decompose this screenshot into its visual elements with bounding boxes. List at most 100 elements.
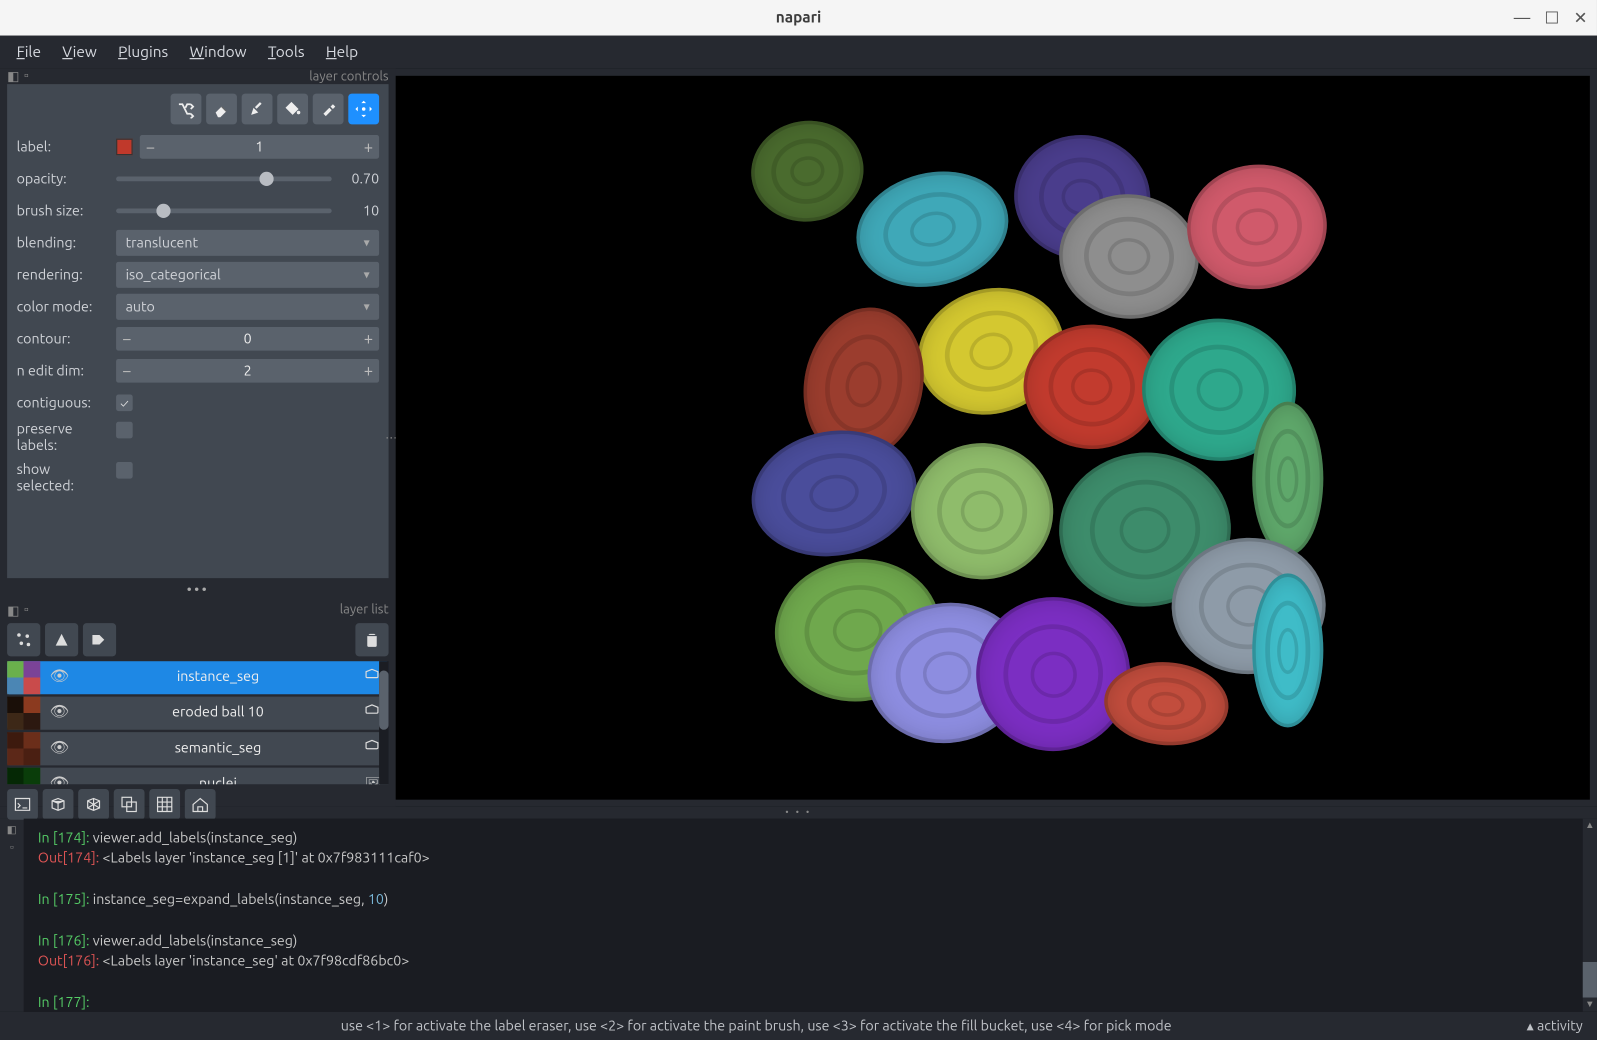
activity-button[interactable]: ▴ activity bbox=[1527, 1018, 1583, 1035]
opacity-value: 0.70 bbox=[339, 171, 379, 186]
brush-size-slider[interactable] bbox=[116, 209, 332, 214]
segmented-blob bbox=[1252, 402, 1323, 556]
label-color-swatch[interactable] bbox=[116, 139, 133, 156]
menu-window[interactable]: Window bbox=[190, 44, 247, 61]
segmented-blob bbox=[1181, 158, 1333, 296]
controls-resize-handle[interactable]: ••• bbox=[0, 578, 396, 603]
dock-close-icon[interactable]: ▫ bbox=[24, 602, 29, 617]
opacity-slider[interactable] bbox=[116, 177, 332, 182]
rendering-label: rendering: bbox=[17, 267, 109, 282]
contiguous-check[interactable]: ✓ bbox=[116, 395, 133, 412]
layer-thumbnail bbox=[7, 732, 40, 765]
shuffle-tool-button[interactable] bbox=[171, 94, 202, 125]
layer-name: semantic_seg bbox=[78, 741, 358, 756]
roll-button[interactable] bbox=[78, 788, 109, 819]
neditdim-value: 2 bbox=[137, 363, 357, 378]
label-decrement[interactable]: − bbox=[140, 136, 161, 157]
layer-item[interactable]: 👁 semantic_seg bbox=[7, 732, 388, 765]
paint-tool-button[interactable] bbox=[242, 94, 273, 125]
layer-item[interactable]: 👁eroded ball 10 bbox=[7, 696, 388, 729]
layer-thumbnail bbox=[7, 661, 40, 694]
ndisplay-button[interactable] bbox=[43, 788, 74, 819]
menu-tools[interactable]: Tools bbox=[268, 44, 305, 61]
menubar: File View Plugins Window Tools Help bbox=[0, 36, 1597, 69]
console-line bbox=[38, 869, 1583, 890]
console-button[interactable] bbox=[7, 788, 38, 819]
contour-spinner[interactable]: − 0 + bbox=[116, 327, 379, 351]
contiguous-label: contiguous: bbox=[17, 395, 109, 410]
erase-tool-button[interactable] bbox=[206, 94, 237, 125]
neditdim-spinner[interactable]: − 2 + bbox=[116, 359, 379, 383]
menu-file[interactable]: File bbox=[17, 44, 41, 61]
preserve-label: preserve labels: bbox=[17, 422, 109, 456]
label-label: label: bbox=[17, 139, 109, 154]
console-line bbox=[38, 972, 1583, 993]
console-line: In [176]: viewer.add_labels(instance_seg… bbox=[38, 931, 1583, 952]
fill-tool-button[interactable] bbox=[277, 94, 308, 125]
preserve-check[interactable] bbox=[116, 422, 133, 439]
console-scrollbar[interactable]: ▲ ▼ bbox=[1583, 819, 1597, 1012]
grid-button[interactable] bbox=[149, 788, 180, 819]
layer-list: 👁instance_seg👁eroded ball 10👁semantic_se… bbox=[7, 661, 388, 784]
menu-plugins[interactable]: Plugins bbox=[118, 44, 168, 61]
transpose-button[interactable] bbox=[114, 788, 145, 819]
layer-controls-title: layer controls bbox=[309, 69, 388, 83]
menu-view[interactable]: View bbox=[62, 44, 96, 61]
status-message: use <1> for activate the label eraser, u… bbox=[14, 1018, 1498, 1033]
layer-item[interactable]: 👁instance_seg bbox=[7, 661, 388, 694]
minimize-button[interactable]: — bbox=[1514, 9, 1531, 26]
dock-close-icon[interactable]: ▫ bbox=[24, 69, 29, 84]
label-increment[interactable]: + bbox=[358, 136, 379, 157]
segmented-blob bbox=[1252, 573, 1323, 727]
blending-combo[interactable]: translucent bbox=[116, 230, 379, 256]
layer-thumbnail bbox=[7, 696, 40, 729]
neditdim-label: n edit dim: bbox=[17, 363, 109, 378]
visibility-toggle[interactable]: 👁 bbox=[47, 775, 71, 784]
neditdim-increment[interactable]: + bbox=[358, 360, 379, 381]
console-dock-close-icon[interactable]: ▫ bbox=[10, 841, 14, 853]
pan-zoom-tool-button[interactable] bbox=[348, 94, 379, 125]
menu-help[interactable]: Help bbox=[326, 44, 358, 61]
layer-controls: label: − 1 + opacity: 0.70 brush size: bbox=[7, 84, 388, 578]
segmented-blob bbox=[909, 441, 1056, 582]
dock-float-icon[interactable]: ◧ bbox=[7, 602, 19, 617]
console-line bbox=[38, 911, 1583, 932]
ipython-console[interactable]: In [174]: viewer.add_labels(instance_seg… bbox=[24, 819, 1597, 1012]
console-line: In [177]: bbox=[38, 993, 1583, 1012]
new-points-button[interactable] bbox=[7, 623, 40, 656]
segmented-blob bbox=[745, 113, 870, 228]
label-spinner[interactable]: − 1 + bbox=[140, 135, 379, 159]
colormode-combo[interactable]: auto bbox=[116, 294, 379, 320]
pick-tool-button[interactable] bbox=[313, 94, 344, 125]
dock-float-icon[interactable]: ◧ bbox=[7, 69, 19, 84]
visibility-toggle[interactable]: 👁 bbox=[47, 704, 71, 722]
layer-thumbnail bbox=[7, 767, 40, 784]
contour-increment[interactable]: + bbox=[358, 328, 379, 349]
segmented-blob bbox=[1021, 322, 1161, 451]
console-line: In [175]: instance_seg=expand_labels(ins… bbox=[38, 890, 1583, 911]
delete-layer-button[interactable] bbox=[355, 623, 388, 656]
showsel-check[interactable] bbox=[116, 462, 133, 479]
close-button[interactable]: ✕ bbox=[1574, 9, 1588, 26]
layer-name: nuclei bbox=[78, 776, 358, 784]
neditdim-decrement[interactable]: − bbox=[116, 360, 137, 381]
showsel-label: show selected: bbox=[17, 462, 109, 496]
new-labels-button[interactable] bbox=[83, 623, 116, 656]
brush-size-label: brush size: bbox=[17, 203, 109, 218]
home-button[interactable] bbox=[185, 788, 216, 819]
canvas-viewport[interactable] bbox=[396, 76, 1590, 800]
segmented-blob bbox=[844, 156, 1021, 302]
layer-item[interactable]: 👁nuclei🖼 bbox=[7, 767, 388, 784]
layer-list-title: layer list bbox=[340, 603, 389, 617]
contour-decrement[interactable]: − bbox=[116, 328, 137, 349]
new-shapes-button[interactable] bbox=[45, 623, 78, 656]
console-line: Out[174]: <Labels layer 'instance_seg [1… bbox=[38, 849, 1583, 870]
visibility-toggle[interactable]: 👁 bbox=[47, 739, 71, 757]
visibility-toggle[interactable]: 👁 bbox=[47, 668, 71, 686]
layer-list-scrollbar[interactable] bbox=[379, 661, 388, 784]
maximize-button[interactable]: ☐ bbox=[1544, 9, 1559, 26]
contour-label: contour: bbox=[17, 331, 109, 346]
console-dock-icon[interactable]: ◧ bbox=[7, 823, 17, 836]
left-panel: ⋮ ◧ ▫ layer controls label: − 1 + bbox=[0, 69, 396, 807]
rendering-combo[interactable]: iso_categorical bbox=[116, 262, 379, 288]
